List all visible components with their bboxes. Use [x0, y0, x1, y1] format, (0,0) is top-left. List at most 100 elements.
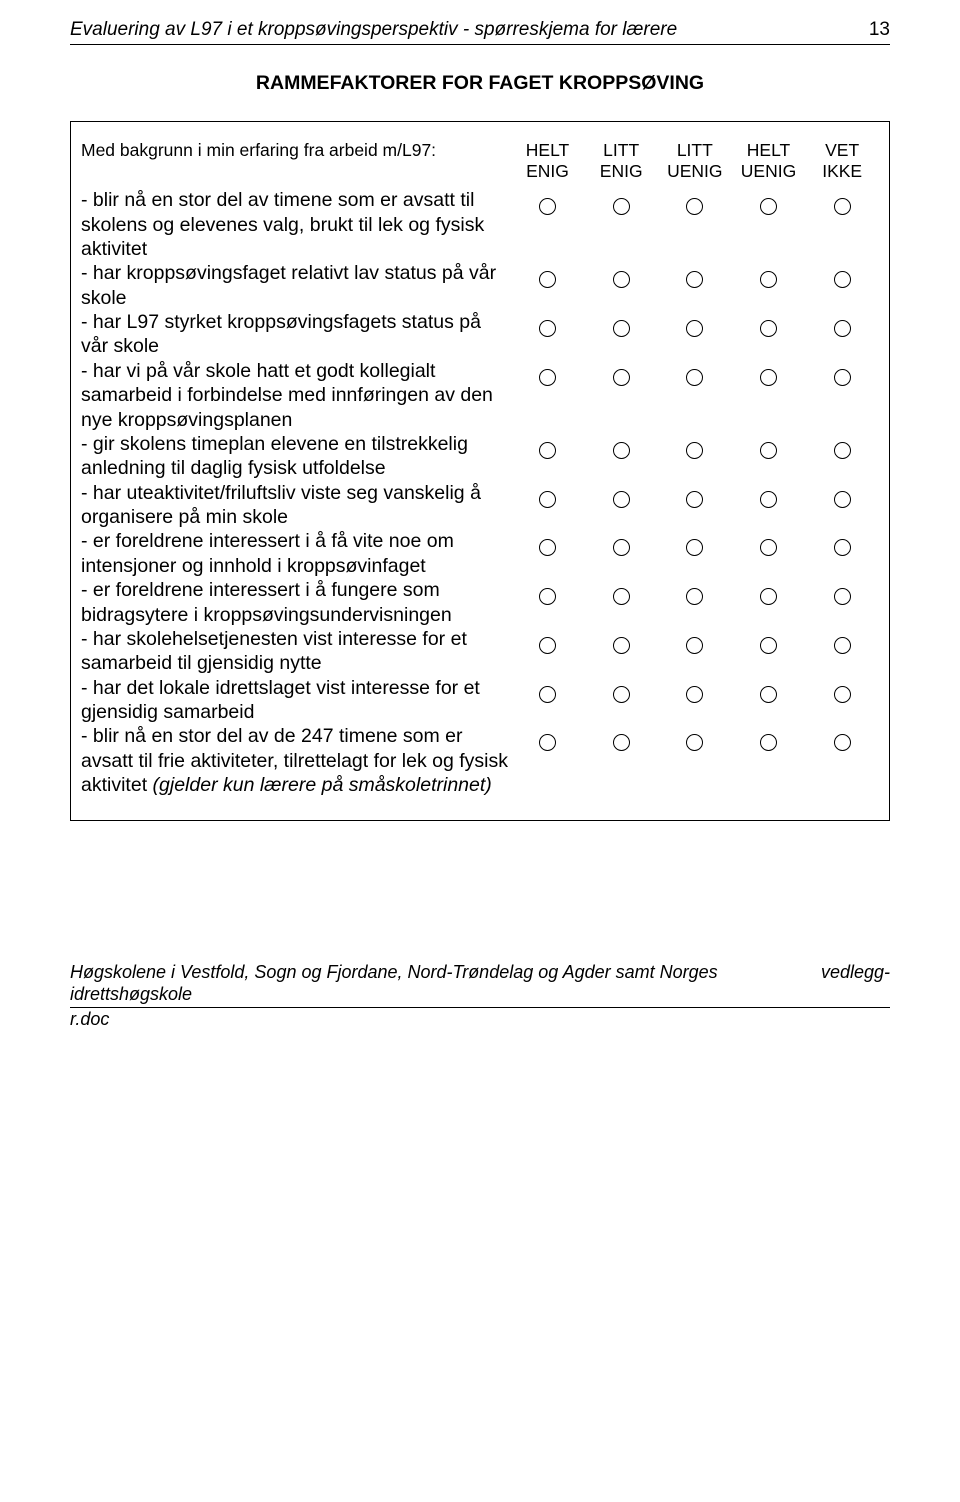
option-circle[interactable] — [539, 491, 556, 508]
option-circle[interactable] — [834, 539, 851, 556]
statement-text: - har L97 styrket kroppsøvingsfagets sta… — [81, 310, 511, 359]
statement-text: - har kroppsøvingsfaget relativt lav sta… — [81, 261, 511, 310]
option-circle[interactable] — [686, 734, 703, 751]
option-circle[interactable] — [613, 271, 630, 288]
table-row: - har L97 styrket kroppsøvingsfagets sta… — [81, 310, 879, 359]
option-circle[interactable] — [834, 271, 851, 288]
option-cell — [658, 529, 732, 578]
option-circle[interactable] — [760, 320, 777, 337]
option-circle[interactable] — [760, 369, 777, 386]
statement-text: - har det lokale idrettslaget vist inter… — [81, 676, 511, 725]
option-circle[interactable] — [760, 271, 777, 288]
option-circle[interactable] — [613, 442, 630, 459]
page-footer: Høgskolene i Vestfold, Sogn og Fjordane,… — [70, 961, 890, 1008]
option-circle[interactable] — [539, 686, 556, 703]
option-circle[interactable] — [760, 734, 777, 751]
statement-text: - blir nå en stor del av timene som er a… — [81, 188, 511, 261]
option-cell — [511, 188, 585, 261]
option-circle[interactable] — [686, 320, 703, 337]
table-row: - har skolehelsetjenesten vist interesse… — [81, 627, 879, 676]
option-circle[interactable] — [760, 686, 777, 703]
option-circle[interactable] — [539, 198, 556, 215]
option-circle[interactable] — [613, 686, 630, 703]
option-circle[interactable] — [686, 369, 703, 386]
option-circle[interactable] — [834, 369, 851, 386]
option-circle[interactable] — [834, 734, 851, 751]
option-cell — [511, 578, 585, 627]
option-cell — [805, 359, 879, 432]
option-cell — [805, 310, 879, 359]
option-cell — [584, 676, 658, 725]
option-cell — [805, 529, 879, 578]
option-circle[interactable] — [834, 491, 851, 508]
option-circle[interactable] — [686, 539, 703, 556]
option-cell — [658, 310, 732, 359]
option-cell — [584, 432, 658, 481]
option-cell — [658, 188, 732, 261]
option-circle[interactable] — [760, 588, 777, 605]
option-circle[interactable] — [613, 491, 630, 508]
option-circle[interactable] — [539, 369, 556, 386]
option-circle[interactable] — [686, 686, 703, 703]
option-circle[interactable] — [686, 637, 703, 654]
option-cell — [732, 188, 806, 261]
footer-left: Høgskolene i Vestfold, Sogn og Fjordane,… — [70, 961, 809, 1006]
option-circle[interactable] — [539, 320, 556, 337]
option-cell — [511, 261, 585, 310]
option-circle[interactable] — [686, 198, 703, 215]
option-circle[interactable] — [539, 442, 556, 459]
option-cell — [658, 627, 732, 676]
option-cell — [732, 578, 806, 627]
option-circle[interactable] — [834, 637, 851, 654]
option-circle[interactable] — [613, 198, 630, 215]
option-circle[interactable] — [834, 198, 851, 215]
option-circle[interactable] — [834, 686, 851, 703]
option-circle[interactable] — [686, 271, 703, 288]
option-circle[interactable] — [760, 491, 777, 508]
option-cell — [511, 310, 585, 359]
option-cell — [658, 481, 732, 530]
table-row: - har vi på vår skole hatt et godt kolle… — [81, 359, 879, 432]
option-circle[interactable] — [613, 320, 630, 337]
option-circle[interactable] — [760, 539, 777, 556]
option-cell — [805, 627, 879, 676]
statement-text: - blir nå en stor del av de 247 timene s… — [81, 724, 511, 797]
option-cell — [511, 481, 585, 530]
col-header-0: HELTENIG — [511, 140, 585, 188]
table-row: - har det lokale idrettslaget vist inter… — [81, 676, 879, 725]
option-circle[interactable] — [834, 320, 851, 337]
section-title: RAMMEFAKTORER FOR FAGET KROPPSØVING — [70, 71, 890, 95]
option-cell — [658, 432, 732, 481]
option-circle[interactable] — [539, 271, 556, 288]
option-circle[interactable] — [539, 637, 556, 654]
option-cell — [511, 724, 585, 797]
table-row: - gir skolens timeplan elevene en tilstr… — [81, 432, 879, 481]
option-circle[interactable] — [760, 198, 777, 215]
table-row: - er foreldrene interessert i å få vite … — [81, 529, 879, 578]
option-cell — [732, 529, 806, 578]
option-circle[interactable] — [760, 637, 777, 654]
page-header: Evaluering av L97 i et kroppsøvingspersp… — [70, 18, 890, 45]
option-circle[interactable] — [686, 442, 703, 459]
option-circle[interactable] — [686, 588, 703, 605]
option-circle[interactable] — [613, 369, 630, 386]
option-circle[interactable] — [539, 539, 556, 556]
option-circle[interactable] — [613, 637, 630, 654]
option-circle[interactable] — [686, 491, 703, 508]
option-circle[interactable] — [613, 588, 630, 605]
option-circle[interactable] — [613, 539, 630, 556]
option-cell — [584, 310, 658, 359]
option-circle[interactable] — [613, 734, 630, 751]
survey-intro: Med bakgrunn i min erfaring fra arbeid m… — [81, 140, 511, 188]
statement-text: - er foreldrene interessert i å få vite … — [81, 529, 511, 578]
option-circle[interactable] — [760, 442, 777, 459]
survey-box: Med bakgrunn i min erfaring fra arbeid m… — [70, 121, 890, 820]
option-circle[interactable] — [539, 734, 556, 751]
option-circle[interactable] — [834, 442, 851, 459]
option-cell — [511, 359, 585, 432]
table-row: - har uteaktivitet/friluftsliv viste seg… — [81, 481, 879, 530]
option-circle[interactable] — [834, 588, 851, 605]
option-circle[interactable] — [539, 588, 556, 605]
option-cell — [805, 188, 879, 261]
table-row: - har kroppsøvingsfaget relativt lav sta… — [81, 261, 879, 310]
